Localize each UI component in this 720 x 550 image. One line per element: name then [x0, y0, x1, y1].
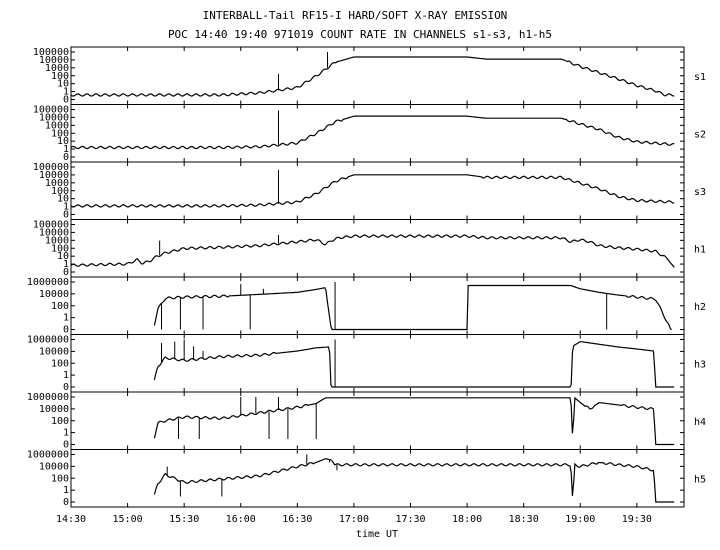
series-line-s3 — [70, 174, 675, 208]
y-tick-label: 1 — [63, 370, 69, 381]
y-tick-label: 10 — [57, 79, 69, 90]
panel-label-h2: h2 — [694, 302, 706, 313]
y-tick-label: 1 — [63, 428, 69, 439]
y-tick-label: 100000 — [33, 220, 69, 231]
y-tick-label: 100000 — [33, 105, 69, 116]
y-tick-label: 100 — [51, 416, 69, 427]
y-tick-label: 100 — [51, 71, 69, 82]
x-tick-label: 15:30 — [169, 514, 199, 525]
series-line-s2 — [70, 115, 675, 150]
y-tick-label: 1 — [63, 202, 69, 213]
x-tick-label: 18:30 — [509, 514, 539, 525]
y-tick-label: 100 — [51, 473, 69, 484]
y-tick-label: 10000 — [39, 404, 69, 415]
y-tick-label: 1 — [63, 87, 69, 98]
y-tick-label: 1 — [63, 144, 69, 155]
y-tick-label: 10000 — [39, 346, 69, 357]
y-tick-label: 1000 — [45, 120, 69, 131]
series-line-h2 — [153, 284, 672, 331]
y-tick-label: 10 — [57, 251, 69, 262]
y-tick-label: 1 — [63, 485, 69, 496]
panel-frame — [70, 161, 685, 220]
panel-label-s3: s3 — [694, 187, 706, 198]
x-tick-label: 16:00 — [226, 514, 256, 525]
y-tick-label: 1000 — [45, 63, 69, 74]
y-tick-label: 10 — [57, 136, 69, 147]
x-axis: 14:30 15:00 15:30 16:00 16:30 17:00 17:30 18:00… — [56, 514, 652, 525]
chart-title: INTERBALL-Tail RF15-I HARD/SOFT X-RAY EM… — [203, 9, 508, 22]
y-tick-label: 0 — [63, 267, 69, 278]
series-line-h3 — [153, 341, 675, 388]
panel-label-h3: h3 — [694, 359, 706, 370]
y-tick-label: 10000 — [39, 112, 69, 123]
panel-label-h4: h4 — [694, 417, 706, 428]
panel-label-s2: s2 — [694, 129, 706, 140]
y-tick-label: 100 — [51, 186, 69, 197]
x-tick-label: 17:30 — [395, 514, 425, 525]
panel-label-h5: h5 — [694, 474, 706, 485]
y-tick-label: 100000 — [33, 47, 69, 58]
y-tick-label: 100 — [51, 128, 69, 139]
panel-frame — [70, 449, 685, 508]
y-tick-label: 1000 — [45, 178, 69, 189]
y-tick-label: 0 — [63, 325, 69, 336]
series-line-h4 — [153, 396, 675, 446]
y-tick-label: 0 — [63, 95, 69, 106]
y-tick-label: 1000000 — [27, 450, 69, 461]
y-tick-label: 10000 — [39, 55, 69, 66]
y-tick-label: 1 — [63, 313, 69, 324]
y-tick-label: 10000 — [39, 227, 69, 238]
panel-frame — [70, 276, 685, 335]
y-tick-label: 1000000 — [27, 335, 69, 346]
y-tick-label: 100 — [51, 358, 69, 369]
x-tick-label: 14:30 — [56, 514, 86, 525]
x-tick-label: 15:00 — [113, 514, 143, 525]
y-tick-label: 10000 — [39, 461, 69, 472]
y-tick-label: 10 — [57, 194, 69, 205]
y-tick-label: 0 — [63, 382, 69, 393]
chart-subtitle: POC 14:40 19:40 971019 COUNT RATE IN CHA… — [168, 28, 552, 41]
series-line-h1 — [70, 234, 675, 268]
y-tick-label: 0 — [63, 210, 69, 221]
y-tick-label: 0 — [63, 497, 69, 508]
panel-frame — [70, 391, 685, 450]
x-axis-label: time UT — [356, 529, 398, 540]
panel-label-s1: s1 — [694, 72, 706, 83]
y-tick-label: 10000 — [39, 170, 69, 181]
y-tick-label: 100 — [51, 243, 69, 254]
x-tick-label: 18:00 — [452, 514, 482, 525]
panel-frame — [70, 104, 685, 163]
x-tick-label: 17:00 — [339, 514, 369, 525]
y-tick-label: 1000000 — [27, 277, 69, 288]
panel-label-h1: h1 — [694, 244, 706, 255]
y-tick-label: 1000000 — [27, 392, 69, 403]
x-tick-label: 19:00 — [565, 514, 595, 525]
panel-stack: 0110100100010000100000s10110100100010000… — [27, 46, 706, 508]
y-tick-label: 1 — [63, 259, 69, 270]
y-tick-label: 0 — [63, 152, 69, 163]
y-tick-label: 100000 — [33, 162, 69, 173]
series-line-s1 — [70, 56, 675, 97]
series-line-h5 — [153, 458, 675, 503]
y-tick-label: 1000 — [45, 235, 69, 246]
y-tick-label: 0 — [63, 440, 69, 451]
y-tick-label: 10000 — [39, 289, 69, 300]
x-tick-label: 16:30 — [282, 514, 312, 525]
x-tick-label: 19:30 — [622, 514, 652, 525]
panel-frame — [70, 219, 685, 278]
y-tick-label: 100 — [51, 301, 69, 312]
